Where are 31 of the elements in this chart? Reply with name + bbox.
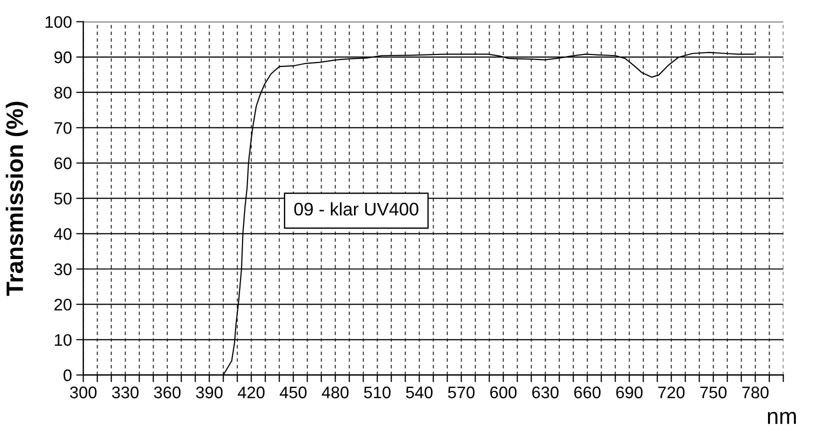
x-tick-label: 510 bbox=[364, 386, 391, 398]
x-tick-label: 720 bbox=[658, 386, 685, 398]
x-tick-label: 750 bbox=[700, 386, 727, 398]
y-tick-label: 90 bbox=[54, 51, 72, 64]
x-tick-label: 360 bbox=[154, 386, 181, 398]
x-tick-label: 420 bbox=[238, 386, 265, 398]
y-tick-label: 0 bbox=[64, 369, 72, 382]
y-axis-title: Transmission (%) bbox=[6, 102, 28, 296]
y-tick-label: 100 bbox=[46, 16, 72, 28]
y-tick-label: 20 bbox=[54, 298, 72, 311]
y-tick-label: 80 bbox=[54, 86, 72, 99]
x-tick-label: 480 bbox=[322, 386, 349, 398]
y-tick-label: 50 bbox=[54, 192, 72, 205]
x-tick-label: 780 bbox=[742, 386, 769, 398]
y-tick-label: 40 bbox=[54, 228, 72, 240]
x-tick-label: 330 bbox=[112, 386, 139, 398]
x-tick-label: 450 bbox=[280, 386, 307, 398]
x-tick-label: 660 bbox=[574, 386, 601, 398]
y-tick-label: 30 bbox=[54, 263, 72, 276]
x-tick-label: 300 bbox=[70, 386, 97, 398]
x-tick-label: 390 bbox=[196, 386, 223, 398]
x-tick-label: 540 bbox=[406, 386, 433, 398]
x-tick-label: 570 bbox=[448, 386, 475, 398]
y-tick-label: 10 bbox=[54, 334, 72, 346]
y-tick-label: 60 bbox=[54, 157, 72, 170]
x-tick-label: 630 bbox=[532, 386, 559, 398]
x-tick-label: 690 bbox=[616, 386, 643, 398]
annotation: 09 - klar UV400 bbox=[294, 202, 418, 216]
y-tick-label: 70 bbox=[54, 122, 72, 134]
x-tick-label: 600 bbox=[490, 386, 517, 398]
x-axis-title: nm bbox=[768, 412, 796, 424]
